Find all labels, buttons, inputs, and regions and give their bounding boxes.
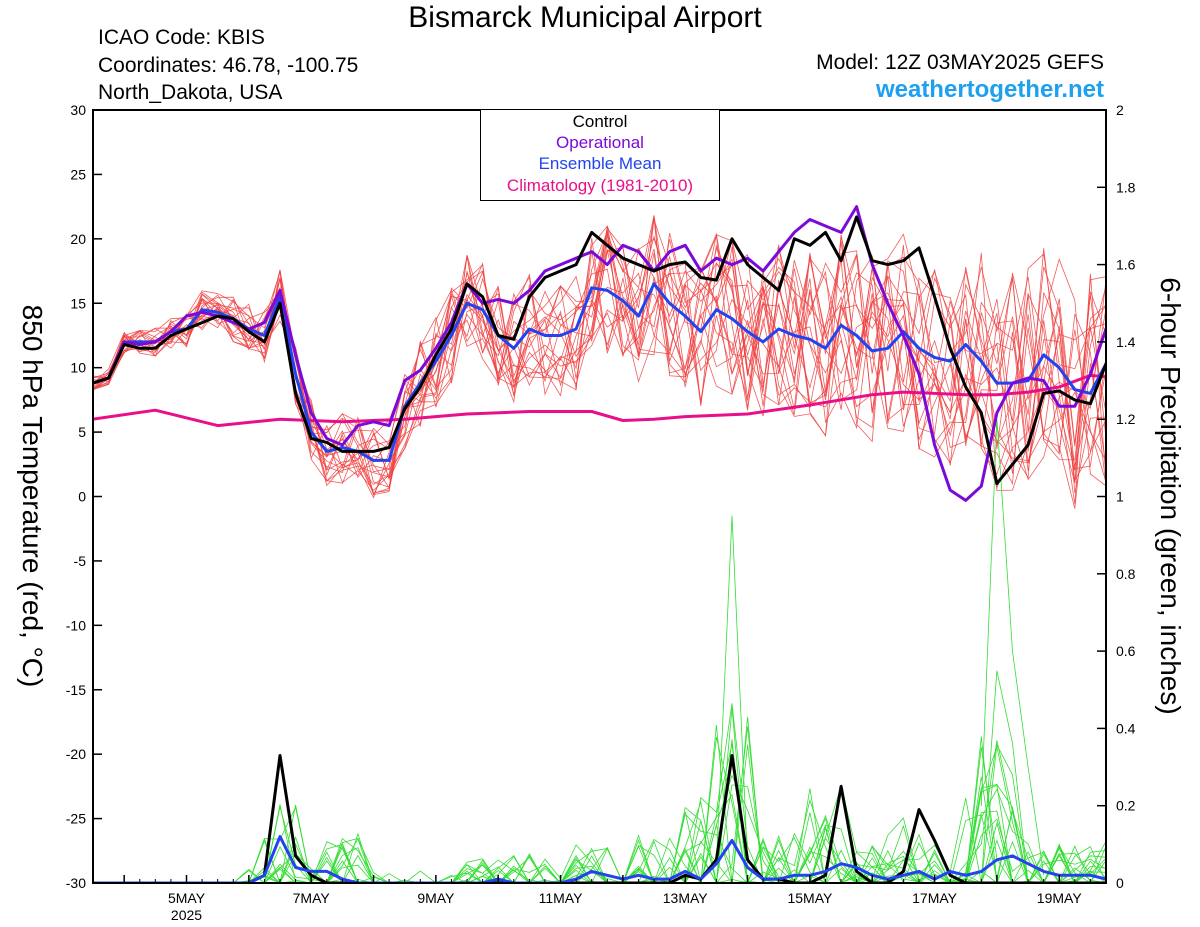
- y-tick-label: -30: [66, 875, 86, 891]
- y-tick-label: -15: [66, 682, 86, 698]
- location: North_Dakota, USA: [98, 81, 283, 104]
- member-precip-line: [93, 784, 1106, 883]
- legend-climatology: Climatology (1981-2010): [506, 176, 694, 195]
- main-series: [93, 205, 1106, 883]
- y2-tick-label: 0.6: [1116, 643, 1136, 659]
- x-tick-label: 5MAY: [168, 890, 206, 906]
- x-tick-label: 7MAY: [293, 890, 331, 906]
- x-tick-label: 15MAY: [787, 890, 833, 906]
- y2-tick-label: 1.2: [1116, 411, 1136, 427]
- x-tick-label: 19MAY: [1037, 890, 1083, 906]
- mean-temp-line: [93, 282, 1106, 462]
- member-precip-line: [93, 806, 1106, 883]
- y-tick-label: -5: [74, 553, 87, 569]
- member-precip-line: [93, 736, 1106, 883]
- member-temp-line: [93, 219, 1106, 489]
- member-precip-line: [93, 716, 1106, 883]
- y-tick-label: 20: [70, 231, 86, 247]
- y2-tick-label: 0.8: [1116, 566, 1136, 582]
- control-temp-line: [93, 215, 1106, 486]
- model-run: Model: 12Z 03MAY2025 GEFS: [816, 51, 1104, 74]
- y-tick-label: -25: [66, 811, 86, 827]
- y-tick-label: 5: [78, 424, 86, 440]
- y-tick-label: 0: [78, 489, 86, 505]
- member-precip-line: [93, 670, 1106, 883]
- legend-operational: Operational: [556, 133, 644, 152]
- y2-tick-label: 0.4: [1116, 720, 1136, 736]
- member-precip-line: [93, 743, 1106, 883]
- member-precip-line: [93, 745, 1106, 883]
- y2-tick-label: 0: [1116, 875, 1124, 891]
- member-precip-spike: [716, 515, 748, 864]
- y-axis-label-left: 850 hPa Temperature (red, °C): [17, 304, 48, 688]
- member-precip-spike: [980, 419, 1045, 876]
- site-link[interactable]: weathertogether.net: [875, 76, 1104, 103]
- member-precip-line: [93, 737, 1106, 883]
- member-precip-line: [93, 739, 1106, 883]
- y-axis-label-right: 6-hour Precipitation (green, inches): [1155, 277, 1186, 715]
- operational-temp-line: [93, 205, 1106, 502]
- icao-code: ICAO Code: KBIS: [98, 26, 265, 49]
- legend-control: Control: [572, 112, 628, 131]
- y-tick-label: 10: [70, 360, 86, 376]
- y-tick-label: 25: [70, 166, 86, 182]
- x-tick-label: 9MAY: [417, 890, 455, 906]
- y2-tick-label: 1.6: [1116, 257, 1136, 273]
- legend-ensemble-mean: Ensemble Mean: [538, 154, 662, 173]
- member-temp-line: [93, 229, 1106, 481]
- y2-tick-label: 1: [1116, 489, 1124, 505]
- member-temp-line: [93, 246, 1106, 494]
- y-tick-label: -10: [66, 617, 86, 633]
- member-precip-line: [93, 726, 1106, 883]
- member-precip-line: [93, 740, 1106, 883]
- coordinates: Coordinates: 46.78, -100.75: [98, 54, 359, 77]
- x-tick-label: 17MAY: [912, 890, 958, 906]
- legend: Control Operational Ensemble Mean Climat…: [480, 109, 720, 201]
- axes: 302520151050-5-10-15-20-25-3021.81.61.41…: [66, 102, 1136, 923]
- x-tick-label: 11MAY: [539, 890, 583, 906]
- mean-precip-line: [93, 835, 1106, 883]
- y2-tick-label: 1.4: [1116, 334, 1136, 350]
- member-temp-line: [93, 235, 1106, 483]
- member-temp-line: [93, 244, 1106, 460]
- plot-frame: [92, 109, 1107, 884]
- x-tick-label: 13MAY: [663, 890, 709, 906]
- member-temp-line: [93, 238, 1106, 494]
- x-tick-sublabel: 2025: [171, 907, 202, 923]
- member-precip-line: [93, 743, 1106, 883]
- y-tick-label: 15: [70, 295, 86, 311]
- y2-tick-label: 2: [1116, 102, 1124, 118]
- y2-tick-label: 1.8: [1116, 179, 1136, 195]
- y-tick-label: 30: [70, 102, 86, 118]
- y2-tick-label: 0.2: [1116, 798, 1136, 814]
- climatology-line: [93, 373, 1106, 428]
- chart-title: Bismarck Municipal Airport: [408, 1, 762, 34]
- y-tick-label: -20: [66, 746, 86, 762]
- member-precip-line: [93, 724, 1106, 883]
